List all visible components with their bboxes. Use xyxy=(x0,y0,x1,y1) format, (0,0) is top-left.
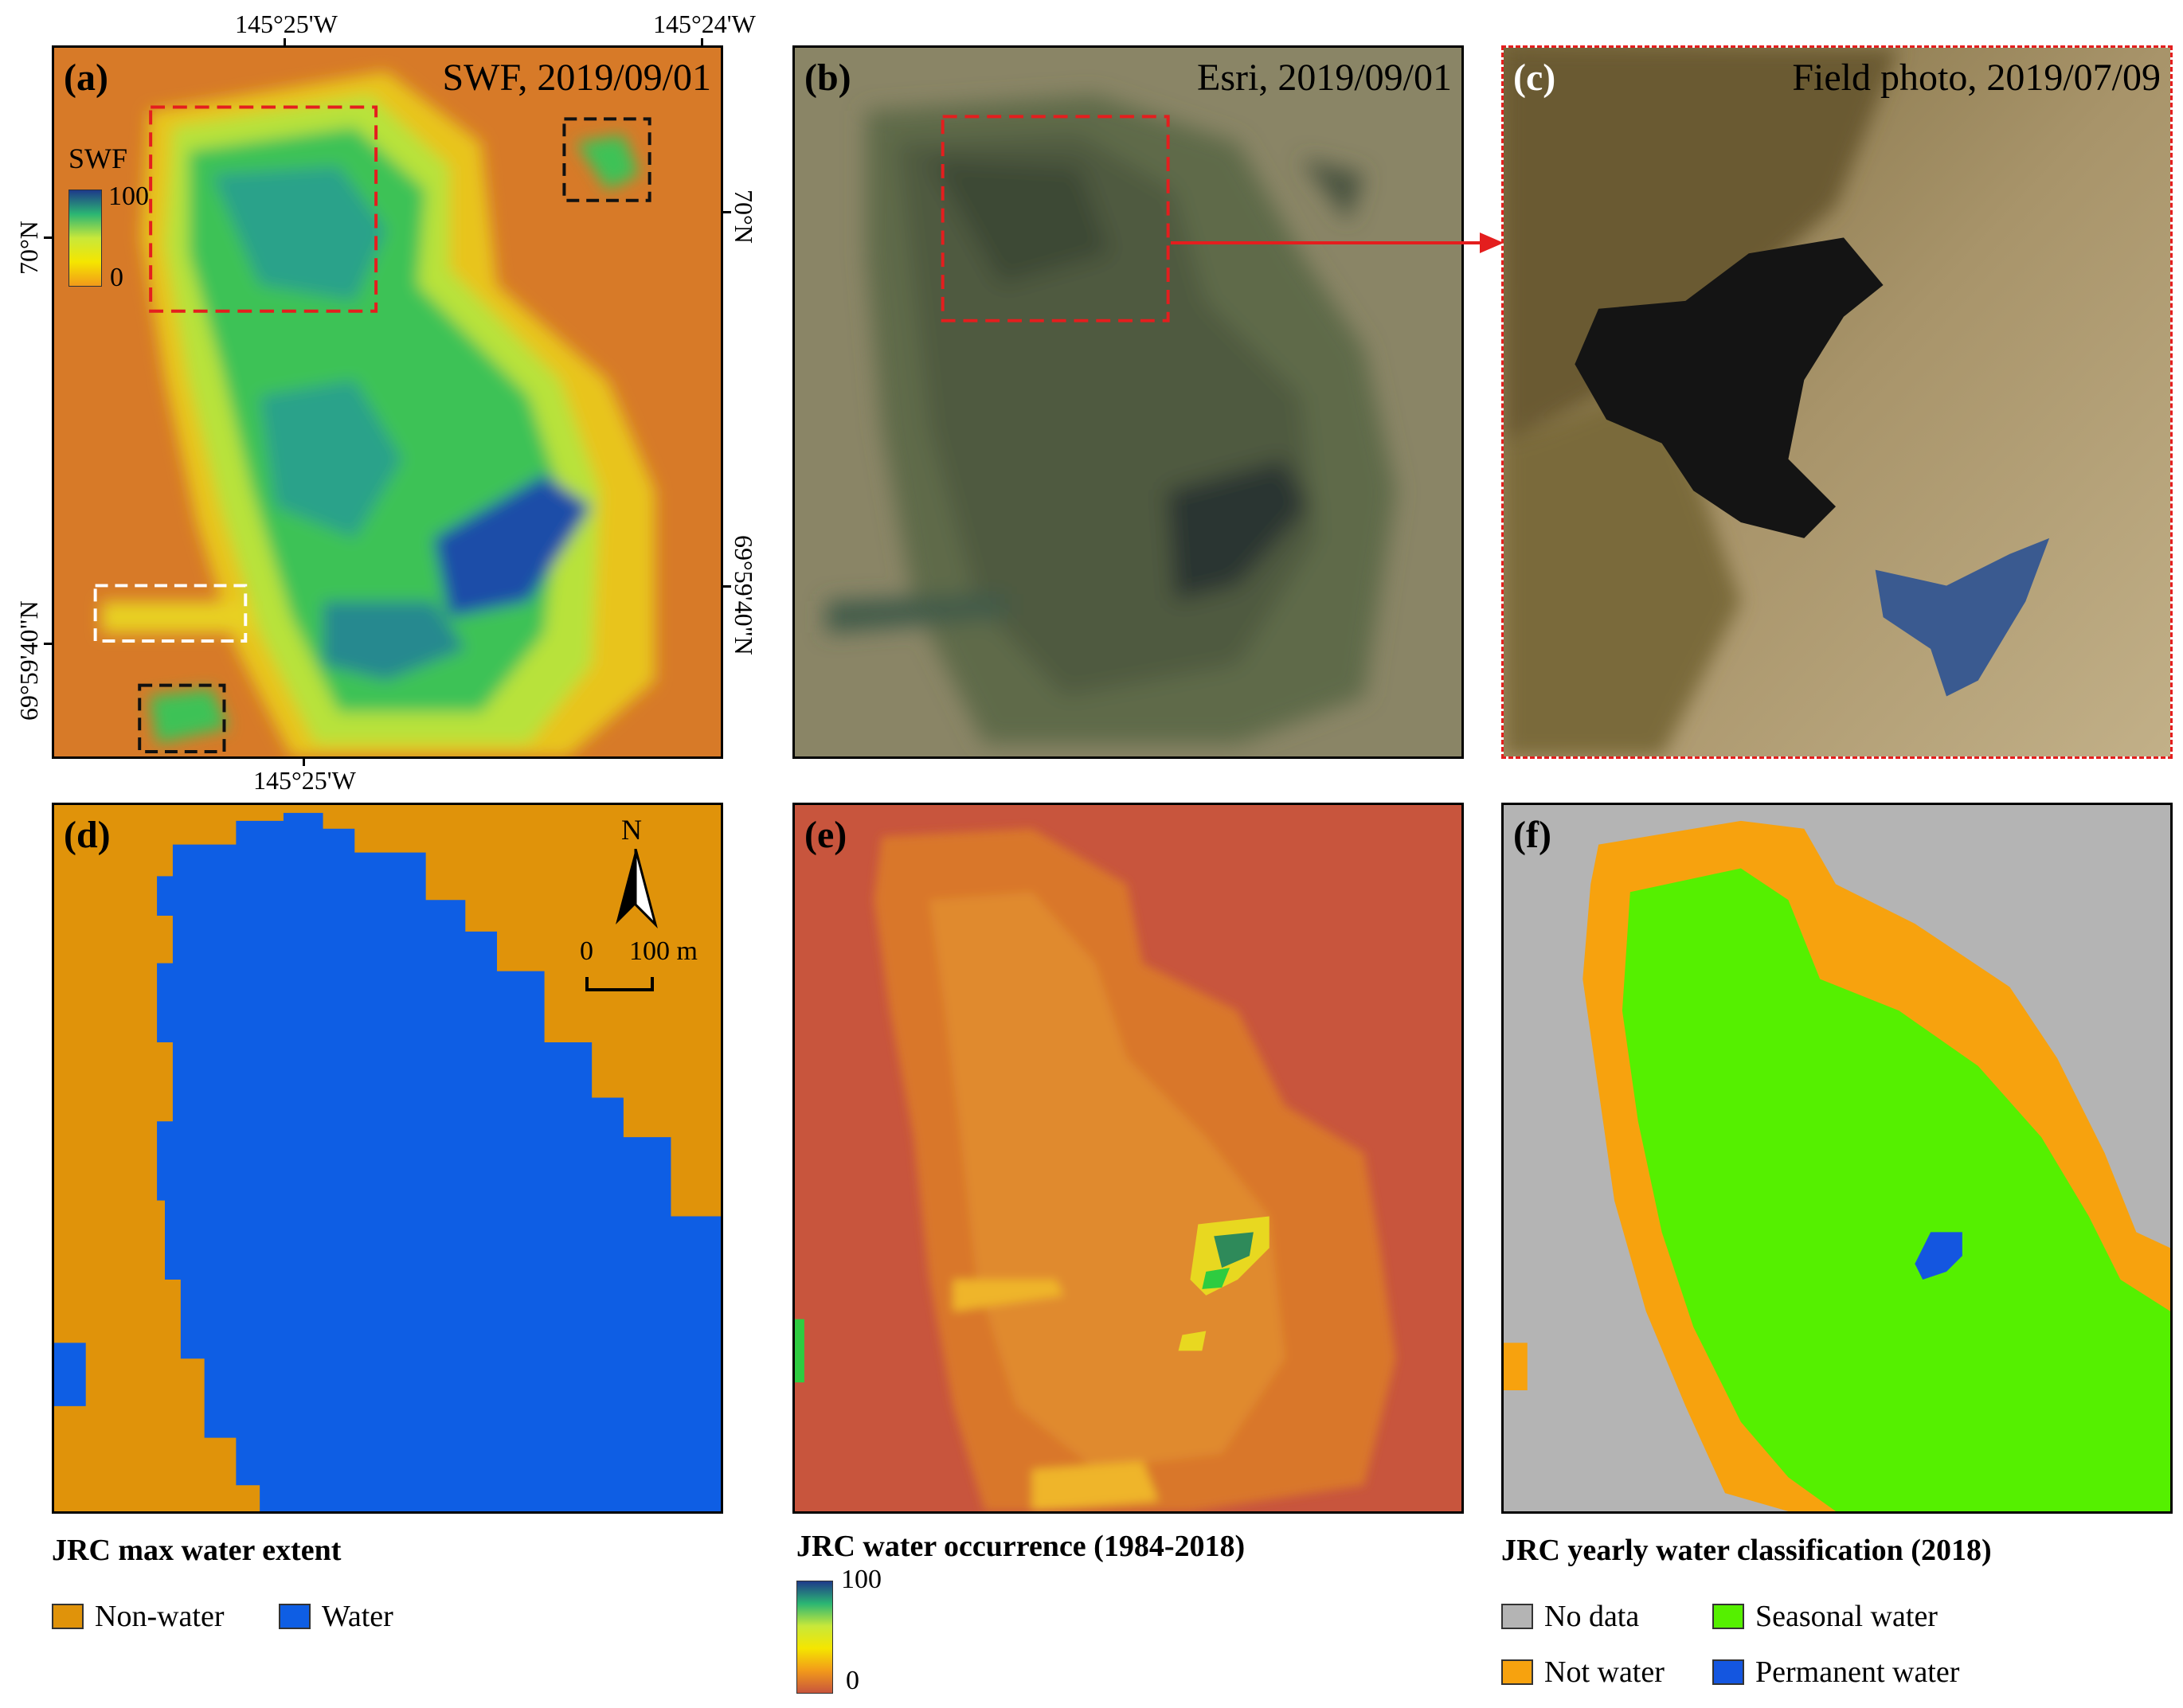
jrc-occurrence-graphic xyxy=(795,828,1396,1511)
legend-f-notwater-swatch xyxy=(1501,1659,1533,1685)
legend-f-title: JRC yearly water classification (2018) xyxy=(1501,1534,1992,1567)
legend-f-nodata-swatch xyxy=(1501,1604,1533,1629)
tick-right-upper xyxy=(723,211,731,213)
coord-left-lower: 69°59'40"N xyxy=(14,600,43,721)
panel-e-jrc-occurrence: (e) xyxy=(792,803,1464,1514)
tick-left-lower xyxy=(44,643,52,645)
pond-blue xyxy=(1875,537,2050,697)
panel-b-title: Esri, 2019/09/01 xyxy=(1197,57,1452,99)
white-box-channel xyxy=(93,584,248,643)
legend-f-item-notwater: Not water xyxy=(1501,1655,1665,1690)
black-box-top-right xyxy=(562,117,651,202)
swf-colorbar xyxy=(68,190,102,287)
swf-map-graphic xyxy=(54,48,721,756)
legend-e-colorbar xyxy=(796,1581,833,1694)
jrc-yearly-graphic xyxy=(1504,820,2170,1511)
panel-f-jrc-yearly: (f) xyxy=(1501,803,2173,1514)
legend-f-nodata-label: No data xyxy=(1544,1600,1640,1633)
swf-colorbar-title: SWF xyxy=(68,143,128,174)
panel-f-label: (f) xyxy=(1513,814,1551,856)
legend-d-title: JRC max water extent xyxy=(52,1534,342,1567)
swf-colorbar-max: 100 xyxy=(108,182,149,211)
esri-imagery-graphic xyxy=(795,48,1461,756)
legend-e-max: 100 xyxy=(841,1565,882,1594)
coord-right-lower: 69°59'40"N xyxy=(730,535,758,655)
legend-d-item-nonwater: Non-water xyxy=(52,1599,224,1634)
coord-bottom: 145°25'W xyxy=(253,766,356,795)
scale-bar xyxy=(585,977,654,991)
legend-f-permanent-label: Permanent water xyxy=(1755,1655,1960,1689)
swf-colorbar-min: 0 xyxy=(110,263,123,292)
pond-dark xyxy=(1575,237,1884,538)
coord-right-upper: 70°N xyxy=(730,190,758,244)
arrow-b-to-c xyxy=(1171,233,1504,253)
legend-f-item-seasonal: Seasonal water xyxy=(1712,1599,1938,1634)
scale-bar-zero: 0 xyxy=(580,936,593,966)
legend-f-item-permanent: Permanent water xyxy=(1712,1655,1959,1690)
panel-d-jrc-max-extent: (d) N 0 100 m xyxy=(52,803,723,1514)
panel-c-title: Field photo, 2019/07/09 xyxy=(1792,57,2161,99)
legend-d-nonwater-label: Non-water xyxy=(95,1600,225,1633)
red-box-study-area xyxy=(149,105,378,313)
coord-top-right: 145°24'W xyxy=(653,10,756,38)
legend-d-nonwater-swatch xyxy=(52,1604,84,1629)
legend-f-seasonal-swatch xyxy=(1712,1604,1744,1629)
field-photo-graphic xyxy=(1504,48,2170,756)
tick-top-left xyxy=(284,38,286,46)
panel-c-field-photo: (c) Field photo, 2019/07/09 xyxy=(1501,45,2173,759)
legend-f-seasonal-label: Seasonal water xyxy=(1755,1600,1938,1633)
legend-e-title: JRC water occurrence (1984-2018) xyxy=(796,1530,1246,1563)
panel-a-label: (a) xyxy=(64,57,108,99)
tick-right-lower xyxy=(723,585,731,588)
jrc-max-extent-graphic xyxy=(54,812,721,1511)
legend-d-item-water: Water xyxy=(279,1599,393,1634)
legend-e-min: 0 xyxy=(846,1666,859,1695)
north-label: N xyxy=(621,814,642,846)
panel-a-title: SWF, 2019/09/01 xyxy=(442,57,711,99)
north-arrow: N xyxy=(604,813,667,932)
panel-d-label: (d) xyxy=(64,814,111,856)
panel-e-label: (e) xyxy=(804,814,847,856)
coord-top-left: 145°25'W xyxy=(235,10,338,38)
legend-d-water-label: Water xyxy=(322,1600,393,1633)
panel-a-swf-map: (a) SWF, 2019/09/01 SWF 100 0 xyxy=(52,45,723,759)
tick-left-upper xyxy=(44,236,52,239)
panel-b-label: (b) xyxy=(804,57,851,99)
coord-left-upper: 70°N xyxy=(14,221,43,275)
legend-f-notwater-label: Not water xyxy=(1544,1655,1665,1689)
scale-bar-hundred: 100 m xyxy=(629,936,698,966)
north-arrow-icon xyxy=(616,849,658,928)
legend-f-item-nodata: No data xyxy=(1501,1599,1639,1634)
legend-f-permanent-swatch xyxy=(1712,1659,1744,1685)
panel-b-esri-image: (b) Esri, 2019/09/01 xyxy=(792,45,1464,759)
tick-bottom xyxy=(303,758,305,766)
panel-c-label: (c) xyxy=(1513,57,1556,99)
legend-d-water-swatch xyxy=(279,1604,311,1629)
red-box-study-area-b xyxy=(941,115,1170,322)
tick-top-right xyxy=(701,38,703,46)
black-box-bottom-left xyxy=(138,683,226,754)
